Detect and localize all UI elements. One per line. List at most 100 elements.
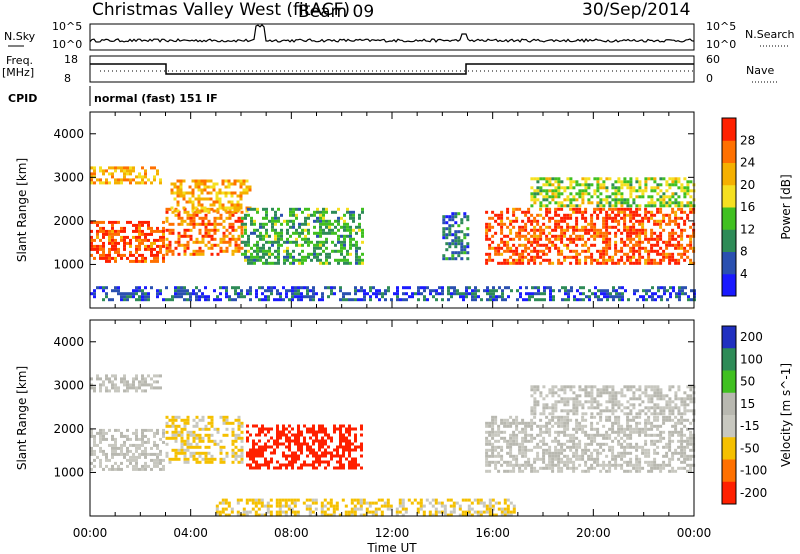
data-cell: [200, 203, 204, 207]
data-cell: [506, 504, 510, 508]
data-cell: [374, 510, 378, 514]
data-cell: [689, 189, 693, 193]
data-cell: [443, 507, 447, 511]
data-cell: [336, 451, 339, 455]
data-cell: [311, 510, 315, 514]
data-cell: [485, 510, 489, 514]
data-cell: [662, 249, 666, 253]
data-cell: [557, 225, 561, 229]
data-cell: [271, 207, 274, 211]
data-cell: [614, 261, 618, 265]
data-cell: [337, 216, 340, 220]
data-cell: [614, 400, 618, 404]
data-cell: [340, 258, 343, 262]
data-cell: [360, 289, 363, 293]
data-cell: [328, 255, 331, 259]
data-cell: [689, 433, 693, 437]
data-cell: [572, 406, 576, 410]
data-cell: [551, 418, 555, 422]
data-cell: [231, 222, 235, 226]
data-cell: [635, 180, 639, 184]
data-cell: [285, 445, 288, 449]
data-cell: [605, 418, 609, 422]
data-cell: [312, 286, 315, 290]
data-cell: [536, 403, 540, 407]
data-cell: [290, 501, 294, 505]
data-cell: [319, 243, 322, 247]
data-cell: [575, 222, 579, 226]
data-cell: [255, 424, 258, 428]
data-cell: [138, 253, 141, 257]
data-cell: [360, 298, 363, 302]
data-cell: [650, 394, 654, 398]
data-cell: [195, 292, 198, 296]
data-cell: [298, 225, 301, 229]
data-cell: [358, 261, 361, 265]
data-cell: [680, 397, 684, 401]
data-cell: [576, 289, 579, 293]
data-cell: [623, 430, 627, 434]
data-cell: [309, 295, 312, 299]
data-cell: [605, 400, 609, 404]
data-cell: [539, 412, 543, 416]
data-cell: [189, 228, 193, 232]
data-cell: [530, 219, 534, 223]
data-cell: [623, 240, 627, 244]
data-cell: [501, 289, 504, 293]
data-cell: [320, 507, 324, 511]
data-cell: [242, 188, 246, 192]
data-cell: [111, 241, 114, 245]
data-cell: [176, 194, 180, 198]
data-cell: [584, 388, 588, 392]
data-cell: [345, 448, 348, 452]
data-cell: [359, 504, 363, 508]
data-cell: [294, 442, 297, 446]
data-cell: [494, 415, 498, 419]
data-cell: [632, 427, 636, 431]
data-cell: [590, 403, 594, 407]
data-cell: [560, 201, 564, 205]
nave-label: Nave: [746, 64, 774, 77]
data-cell: [614, 394, 618, 398]
data-cell: [408, 295, 411, 299]
data-cell: [182, 194, 186, 198]
data-cell: [200, 206, 204, 210]
data-cell: [117, 464, 120, 468]
data-cell: [207, 207, 211, 211]
data-cell: [197, 185, 201, 189]
data-cell: [644, 418, 648, 422]
data-cell: [599, 394, 603, 398]
data-cell: [563, 219, 567, 223]
data-cell: [647, 415, 651, 419]
data-cell: [512, 466, 516, 470]
data-cell: [512, 207, 516, 211]
data-cell: [237, 286, 240, 290]
data-cell: [354, 457, 357, 461]
data-cell: [501, 298, 504, 302]
data-cell: [644, 451, 648, 455]
data-cell: [120, 452, 123, 456]
data-cell: [236, 206, 240, 210]
data-cell: [662, 228, 666, 232]
data-cell: [240, 219, 244, 223]
data-cell: [303, 442, 306, 446]
data-cell: [271, 261, 274, 265]
data-cell: [247, 240, 250, 244]
data-cell: [668, 222, 672, 226]
data-cell: [677, 204, 681, 208]
data-cell: [611, 258, 615, 262]
data-cell: [560, 234, 564, 238]
data-cell: [492, 286, 495, 290]
data-cell: [527, 448, 531, 452]
data-cell: [204, 298, 207, 302]
data-cell: [563, 391, 567, 395]
data-cell: [186, 439, 190, 443]
data-cell: [179, 194, 183, 198]
data-cell: [320, 510, 324, 514]
data-cell: [593, 177, 597, 181]
data-cell: [557, 213, 561, 217]
data-cell: [117, 452, 120, 456]
data-cell: [581, 249, 585, 253]
data-cell: [494, 454, 498, 458]
data-cell: [497, 261, 501, 265]
